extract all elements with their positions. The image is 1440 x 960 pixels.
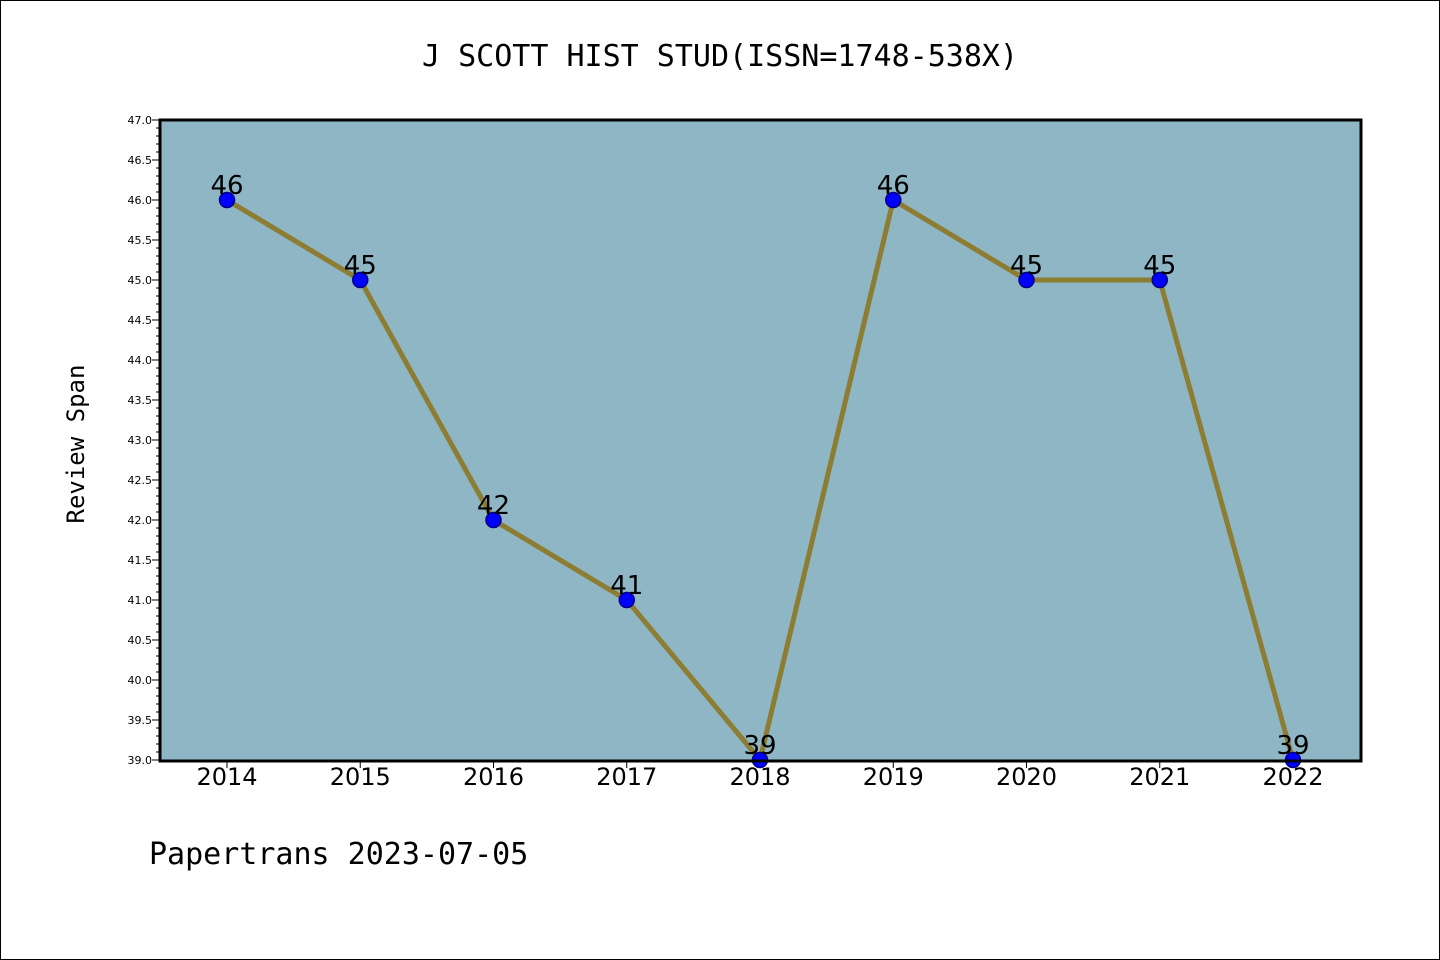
y-tick-label: 41.0 [128, 594, 153, 607]
y-tick-label: 46.0 [128, 194, 153, 207]
y-tick-label: 40.0 [128, 674, 153, 687]
y-tick-label: 42.0 [128, 514, 153, 527]
y-tick-label: 45.5 [128, 234, 153, 247]
y-tick-label: 42.5 [128, 474, 153, 487]
data-markers [218, 191, 1302, 769]
y-tick-label: 43.5 [128, 394, 153, 407]
x-tick-label: 2014 [196, 763, 257, 791]
y-tick-label: 39.0 [128, 754, 153, 767]
y-axis-label: Review Span [62, 365, 90, 524]
y-tick-label: 39.5 [128, 714, 153, 727]
y-tick-label: 44.5 [128, 314, 153, 327]
plot-frame [158, 118, 1363, 763]
data-point-2014 [218, 191, 236, 209]
data-point-2017 [618, 591, 635, 609]
data-label-2014: 46 [210, 171, 243, 201]
data-point-2016 [485, 511, 502, 529]
data-point-2015 [352, 271, 369, 289]
y-tick-label: 41.5 [128, 554, 153, 567]
x-tick-label: 2021 [1129, 763, 1190, 791]
y-tick-label: 43.0 [128, 434, 153, 447]
y-tick-label: 45.0 [128, 274, 153, 287]
x-tick-label: 2015 [330, 763, 391, 791]
y-tick-label: 40.5 [128, 634, 153, 647]
data-label-2016: 42 [477, 491, 510, 521]
x-tick-label: 2019 [863, 763, 924, 791]
x-tick-label: 2020 [996, 763, 1057, 791]
y-tick-label: 44.0 [128, 354, 153, 367]
data-label-2022: 39 [1276, 731, 1309, 761]
data-label-2020: 45 [1010, 251, 1043, 281]
data-point-2021 [1151, 271, 1168, 289]
data-point-2019 [885, 191, 902, 209]
data-label-2021: 45 [1143, 251, 1176, 281]
plot-area [160, 120, 1361, 761]
data-label-2019: 46 [877, 171, 910, 201]
data-label-2018: 39 [743, 731, 776, 761]
x-axis: 2014 2015 2016 2017 2018 2019 2020 2021 2022 [196, 760, 1324, 791]
data-point-2020 [1018, 271, 1035, 289]
footer-text: Papertrans 2023-07-05 [149, 837, 528, 872]
x-tick-label: 2017 [596, 763, 657, 791]
data-label-2017: 41 [610, 571, 643, 601]
data-labels: 46 45 42 41 39 46 45 45 39 [210, 171, 1309, 761]
y-axis: 39.0 39.5 40.0 40.5 41.0 41.5 42.0 42.5 43.0 43.5… [128, 114, 160, 767]
y-tick-label: 46.5 [128, 154, 153, 167]
data-label-2015: 45 [344, 251, 377, 281]
chart-title: J SCOTT HIST STUD(ISSN=1748-538X) [422, 39, 1018, 74]
x-tick-label: 2016 [463, 763, 524, 791]
y-tick-label: 47.0 [128, 114, 153, 127]
